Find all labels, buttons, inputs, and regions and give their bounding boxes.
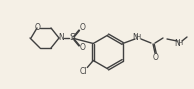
Text: O: O bbox=[35, 23, 41, 32]
Text: O: O bbox=[80, 23, 86, 32]
Text: O: O bbox=[153, 53, 159, 62]
Text: Cl: Cl bbox=[80, 67, 87, 76]
Text: N: N bbox=[132, 32, 138, 41]
Text: H: H bbox=[135, 34, 141, 40]
Text: H: H bbox=[177, 40, 183, 46]
Text: S: S bbox=[69, 33, 75, 43]
Text: O: O bbox=[80, 44, 86, 53]
Text: N: N bbox=[174, 39, 180, 48]
Text: N: N bbox=[58, 33, 64, 43]
